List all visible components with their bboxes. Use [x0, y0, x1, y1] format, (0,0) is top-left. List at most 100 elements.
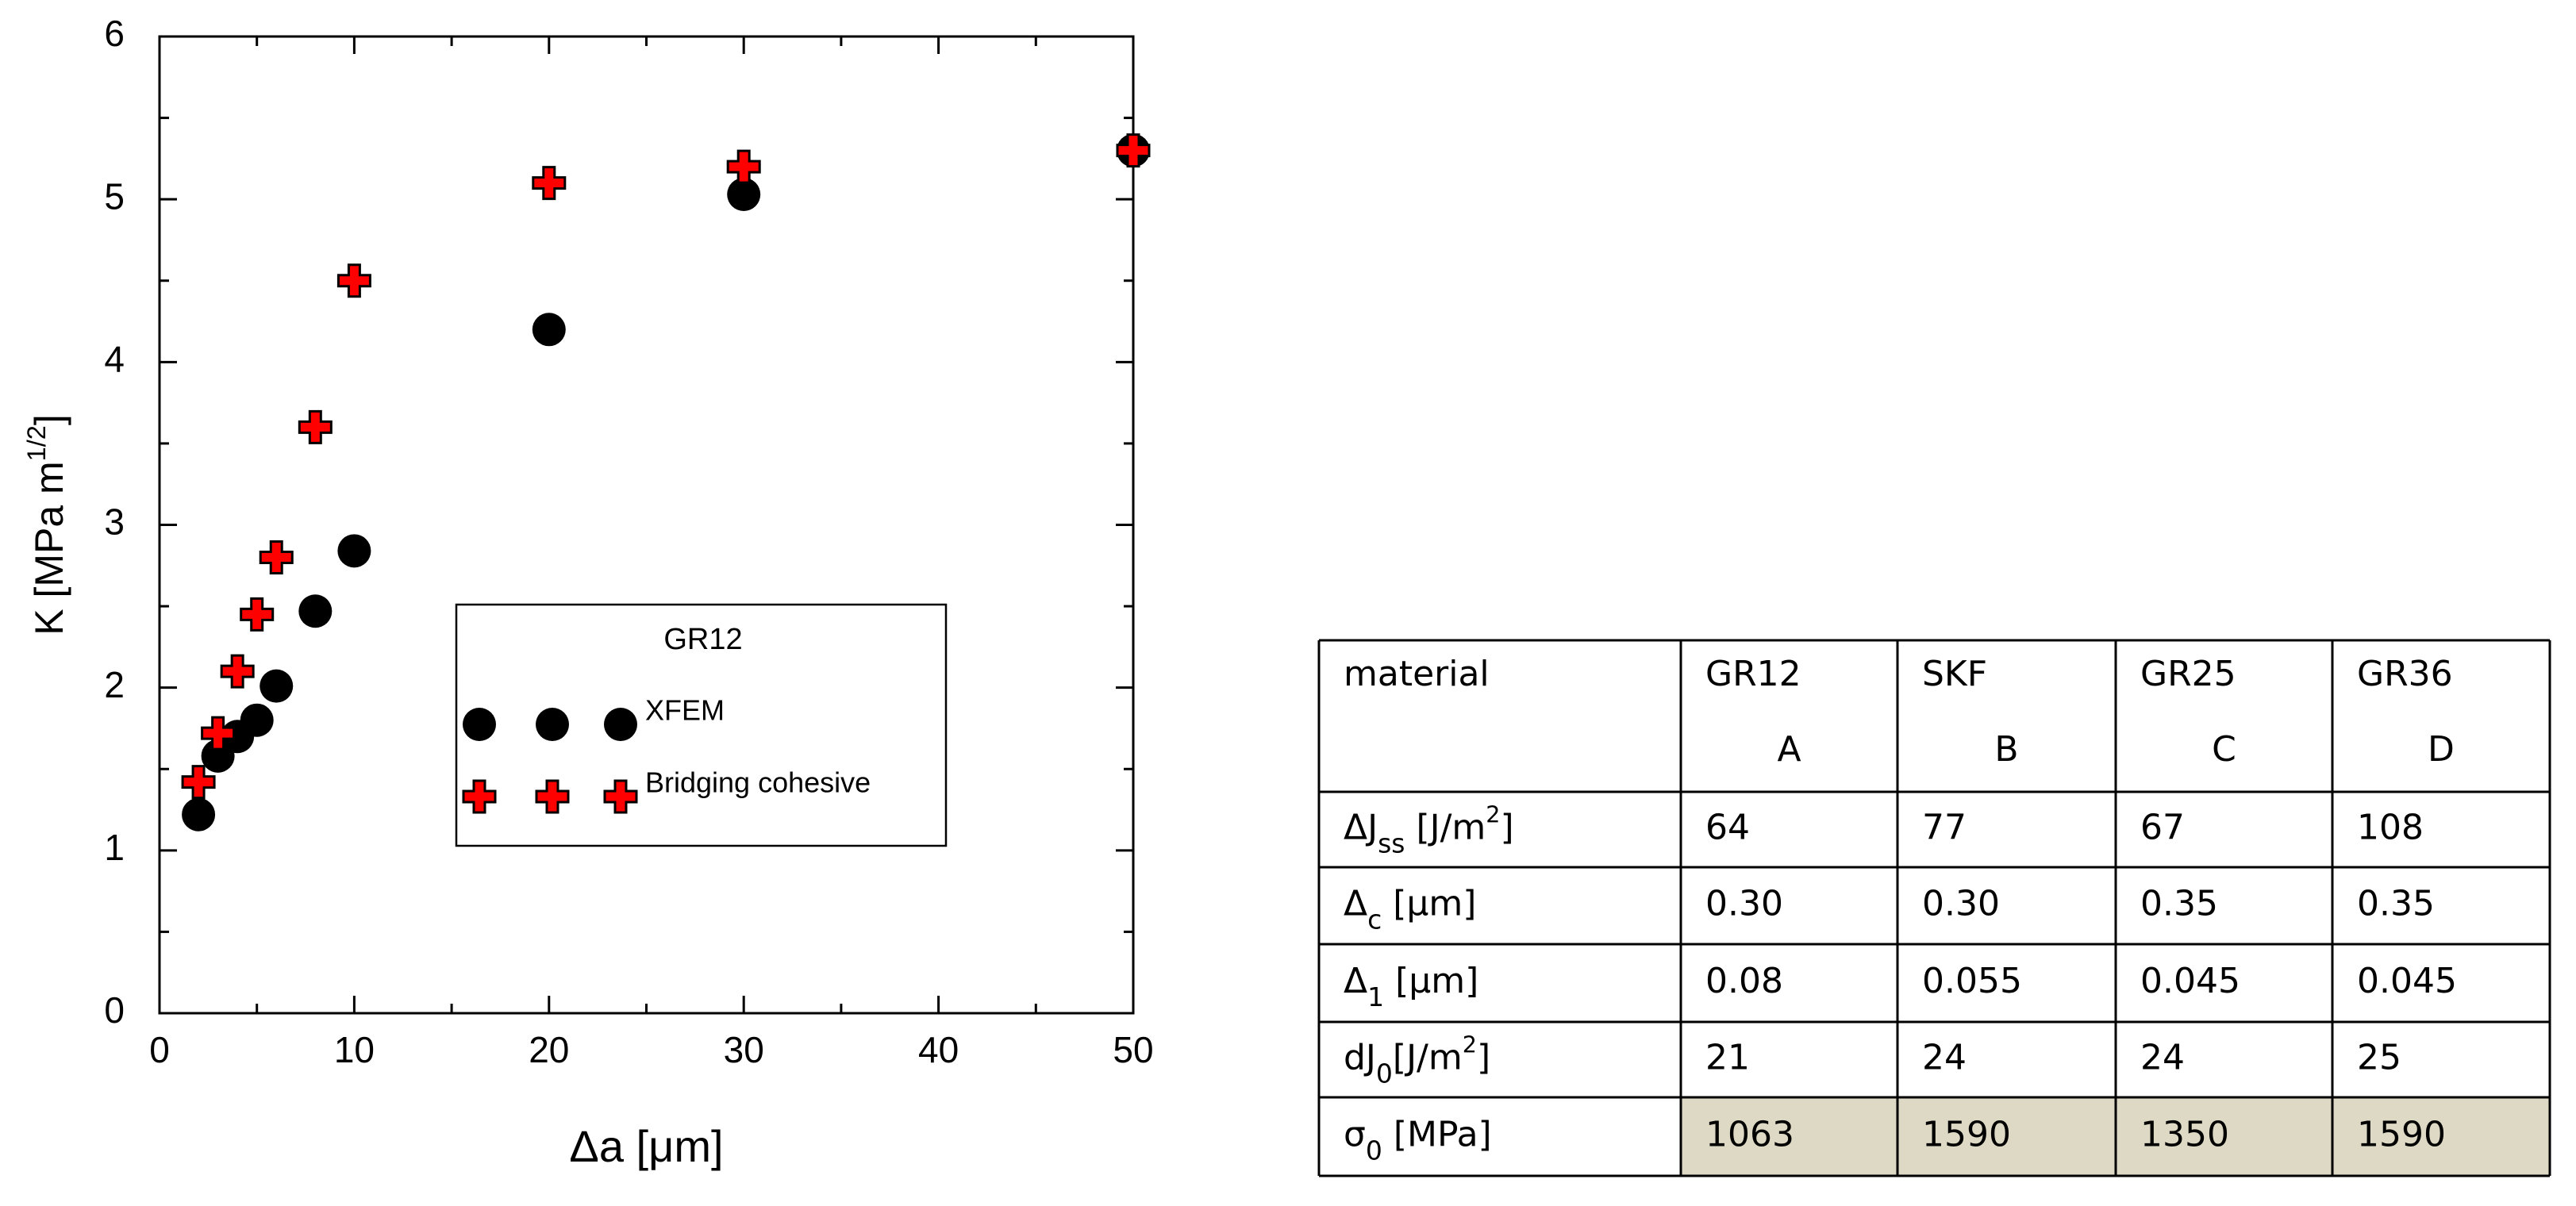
header-cell: GR25: [2140, 654, 2236, 694]
marker-circle: [298, 594, 333, 628]
subscript: 1: [1367, 981, 1384, 1012]
marker-circle: [240, 703, 274, 737]
x-tick-label: 50: [1113, 1029, 1153, 1070]
cell-highlight: [2116, 1097, 2332, 1176]
marker-circle: [727, 178, 761, 212]
text-segment: σ: [1344, 1115, 1366, 1155]
x-tick-label: 0: [149, 1029, 170, 1070]
y-tick-label: 5: [104, 175, 125, 217]
cell-highlight: [1681, 1097, 1897, 1176]
x-tick-label: 10: [334, 1029, 375, 1070]
text-segment: Δ: [1344, 884, 1367, 924]
text-segment: ]: [1477, 1038, 1490, 1078]
marker-plus: [240, 597, 275, 632]
marker-plus: [726, 149, 761, 184]
supscript: 2: [1486, 801, 1500, 828]
subscript: 0: [1376, 1058, 1393, 1089]
marker-circle: [463, 708, 496, 741]
marker-plus: [220, 654, 255, 689]
marker-circle: [260, 669, 294, 703]
cell-highlight: [2332, 1097, 2550, 1176]
table-cell: 1590: [2357, 1115, 2446, 1155]
marker-plus: [532, 166, 567, 201]
subscript: ss: [1378, 828, 1405, 859]
y-tick-label: 1: [104, 827, 125, 868]
table-cell: 0.055: [1922, 961, 2022, 1001]
text-segment: ]: [27, 414, 71, 425]
marker-circle: [536, 708, 569, 741]
marker-plus: [259, 540, 294, 575]
header-cell-sub: A: [1777, 729, 1801, 770]
table-cell: 0.30: [1922, 884, 2000, 924]
table-cell: 0.35: [2140, 884, 2218, 924]
text-segment: [J/m: [1405, 808, 1486, 848]
marker-plus: [298, 409, 333, 444]
table-cell: 1350: [2140, 1115, 2229, 1155]
marker-circle: [337, 534, 371, 568]
marker-plus: [1116, 133, 1151, 168]
marker-plus: [201, 716, 236, 751]
text-segment: ]: [1501, 808, 1514, 848]
table-cell: 24: [2140, 1038, 2185, 1078]
x-tick-label: 30: [724, 1029, 764, 1070]
text-segment: dJ: [1344, 1038, 1376, 1078]
text-segment: K [MPa m: [27, 461, 71, 635]
row-label: dJ0[J/m2]: [1344, 1031, 1490, 1089]
table-cell: 64: [1705, 808, 1750, 848]
text-segment: [μm]: [1384, 961, 1478, 1001]
header-cell-sub: D: [2428, 729, 2455, 770]
table-cell: 0.30: [1705, 884, 1783, 924]
table-cell: 21: [1705, 1038, 1750, 1078]
cell-highlight: [1897, 1097, 2116, 1176]
subscript: c: [1367, 904, 1382, 935]
row-label: Δc [μm]: [1344, 884, 1476, 935]
table-cell: 77: [1922, 808, 1967, 848]
supscript: 2: [1463, 1031, 1477, 1058]
text-segment: ΔJ: [1344, 808, 1378, 848]
marker-circle: [604, 708, 637, 741]
y-tick-label: 4: [104, 338, 125, 379]
text-segment: [J/m: [1393, 1038, 1463, 1078]
table-cell: 25: [2357, 1038, 2401, 1078]
text-segment: [μm]: [1382, 884, 1476, 924]
marker-plus: [603, 779, 638, 814]
y-tick-label: 3: [104, 501, 125, 543]
table-cell: 0.35: [2357, 884, 2435, 924]
header-cell-sub: C: [2212, 729, 2236, 770]
text-segment: Δ: [1344, 961, 1367, 1001]
subscript: 0: [1366, 1135, 1382, 1166]
marker-plus: [535, 779, 570, 814]
y-tick-label: 2: [104, 664, 125, 705]
x-tick-label: 20: [529, 1029, 569, 1070]
y-axis-label: K [MPa m1/2]: [22, 414, 72, 636]
marker-circle: [182, 797, 216, 832]
x-tick-label: 40: [918, 1029, 959, 1070]
table-cell: 1063: [1705, 1115, 1794, 1155]
header-cell: GR36: [2357, 654, 2453, 694]
row-label: ΔJss [J/m2]: [1344, 801, 1514, 859]
table-cell: 108: [2357, 808, 2424, 848]
legend-label: Bridging cohesive: [645, 766, 871, 799]
marker-plus: [336, 263, 371, 298]
marker-plus: [181, 765, 216, 800]
header-cell: GR12: [1705, 654, 1801, 694]
legend-title: GR12: [663, 623, 742, 656]
row-label: σ0 [MPa]: [1344, 1115, 1492, 1166]
table-cell: 0.045: [2140, 961, 2240, 1001]
marker-circle: [532, 313, 566, 347]
plot-frame: [158, 35, 1135, 1015]
header-cell: material: [1344, 654, 1490, 694]
header-cell-sub: B: [1994, 729, 2018, 770]
legend-label: XFEM: [645, 694, 725, 727]
y-tick-label: 0: [104, 989, 125, 1031]
text-segment: [MPa]: [1382, 1115, 1492, 1155]
marker-plus: [462, 779, 497, 814]
x-axis-label: Δa [μm]: [569, 1121, 723, 1171]
table-cell: 1590: [1922, 1115, 2011, 1155]
header-cell: SKF: [1922, 654, 1987, 694]
supscript: 1/2: [22, 425, 51, 461]
table-cell: 0.045: [2357, 961, 2457, 1001]
table-cell: 67: [2140, 808, 2185, 848]
